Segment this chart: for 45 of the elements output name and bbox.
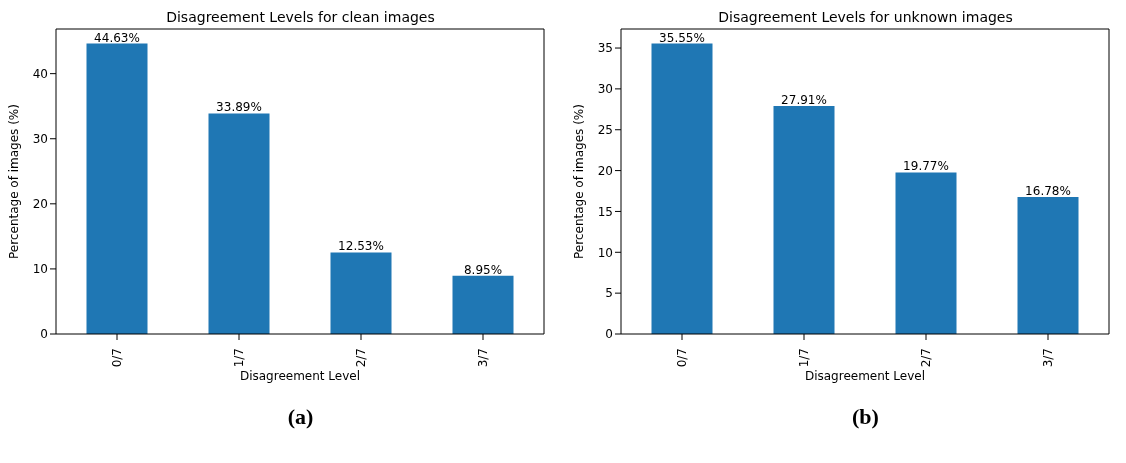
bar	[452, 275, 514, 334]
data-label: 27.91%	[781, 92, 827, 107]
bar	[895, 172, 957, 334]
y-tick-label: 0	[40, 327, 48, 342]
text: (b)	[851, 404, 880, 430]
y-tick-label: 30	[32, 132, 48, 146]
x-tick-label: 3/7	[476, 348, 490, 368]
y-axis-title: Percentage of images (%)	[7, 104, 22, 259]
x-tick-label: 2/7	[919, 348, 933, 368]
x-tick-label: 1/7	[232, 348, 246, 368]
x-tick-label: 3/7	[1041, 348, 1055, 368]
bar	[1017, 196, 1079, 334]
bar	[651, 43, 713, 334]
x-axis-title: Disagreement Level	[239, 369, 361, 383]
y-tick-label: 20	[597, 163, 613, 178]
y-tick-label: 30	[597, 82, 613, 97]
y-tick-label: 20	[32, 197, 48, 212]
data-label: 35.55%	[659, 30, 705, 45]
y-axis-title: Percentage of images (%)	[572, 104, 587, 259]
bar	[86, 43, 148, 334]
bar	[330, 252, 392, 334]
data-label: 8.95%	[463, 262, 503, 277]
x-tick-label: 2/7	[354, 348, 368, 368]
data-label: 44.63%	[94, 30, 140, 45]
y-tick-label: 25	[597, 123, 613, 137]
x-tick-label: 0/7	[110, 348, 124, 368]
x-axis-title: Disagreement Level	[804, 369, 926, 383]
y-tick-label: 10	[32, 262, 48, 277]
bar	[208, 113, 270, 334]
data-label: 16.78%	[1025, 183, 1071, 198]
y-tick-label: 35	[597, 41, 613, 56]
bar	[773, 105, 835, 334]
y-tick-label: 5	[605, 286, 613, 301]
text: (a)	[286, 404, 315, 430]
data-label: 19.77%	[903, 159, 949, 174]
x-tick-label: 1/7	[797, 348, 811, 368]
data-label: 33.89%	[216, 100, 262, 115]
y-tick-label: 15	[597, 204, 613, 219]
y-tick-label: 40	[32, 66, 48, 81]
y-tick-label: 10	[597, 245, 613, 260]
y-tick-label: 0	[605, 327, 613, 342]
data-label: 12.53%	[338, 239, 384, 254]
chart-title: Disagreement Levels for unknown images	[717, 8, 1014, 26]
chart-title: Disagreement Levels for clean images	[165, 8, 436, 26]
x-tick-label: 0/7	[675, 348, 689, 368]
